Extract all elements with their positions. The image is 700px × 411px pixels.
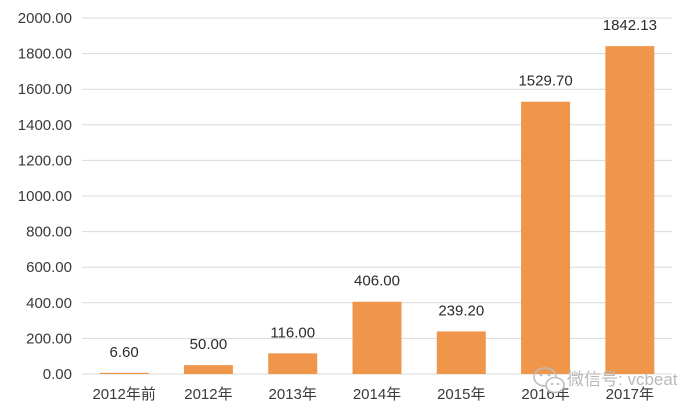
data-label: 116.00	[270, 324, 315, 341]
data-label: 6.60	[110, 344, 139, 361]
y-tick-label: 1200.00	[18, 152, 72, 169]
y-tick-label: 600.00	[26, 259, 72, 276]
x-tick-label: 2014年	[353, 386, 401, 403]
x-tick-label: 2013年	[269, 386, 317, 403]
watermark-text: 微信号: vcbeat	[567, 370, 678, 389]
watermark: 微信号: vcbeat	[533, 367, 678, 394]
y-tick-label: 800.00	[26, 224, 72, 241]
x-tick-label: 2012年前	[92, 386, 155, 403]
y-tick-label: 1000.00	[18, 188, 72, 205]
data-label: 1529.70	[518, 73, 572, 90]
y-tick-label: 400.00	[26, 295, 72, 312]
bar	[268, 353, 318, 374]
y-tick-label: 200.00	[26, 330, 72, 347]
y-tick-label: 1800.00	[18, 46, 72, 63]
gridlines	[82, 17, 672, 375]
y-tick-label: 0.00	[43, 366, 72, 383]
wechat-icon	[533, 367, 565, 394]
x-tick-label: 2017年	[606, 386, 654, 403]
bar	[99, 372, 149, 374]
data-label: 1842.13	[603, 17, 657, 34]
data-labels: 6.60 50.00 116.00 406.00 239.20 1529.70 1842.1…	[110, 17, 657, 361]
bar	[436, 331, 486, 374]
y-tick-label: 2000.00	[18, 10, 72, 27]
data-label: 406.00	[354, 273, 400, 290]
data-label: 239.20	[438, 302, 484, 319]
y-axis: 0.00 200.00 400.00 600.00 800.00 1000.00 1200.…	[18, 10, 72, 383]
x-tick-label: 2015年	[437, 386, 485, 403]
bars	[99, 46, 655, 374]
y-tick-label: 1600.00	[18, 81, 72, 98]
bar	[183, 365, 233, 374]
bar	[521, 101, 571, 374]
y-tick-label: 1400.00	[18, 117, 72, 134]
bar	[605, 46, 655, 374]
bar	[352, 301, 402, 374]
data-label: 50.00	[190, 336, 228, 353]
x-tick-label: 2012年	[184, 386, 232, 403]
x-axis: 2012年前 2012年 2013年 2014年 2015年 2016年 2017年	[92, 386, 654, 403]
